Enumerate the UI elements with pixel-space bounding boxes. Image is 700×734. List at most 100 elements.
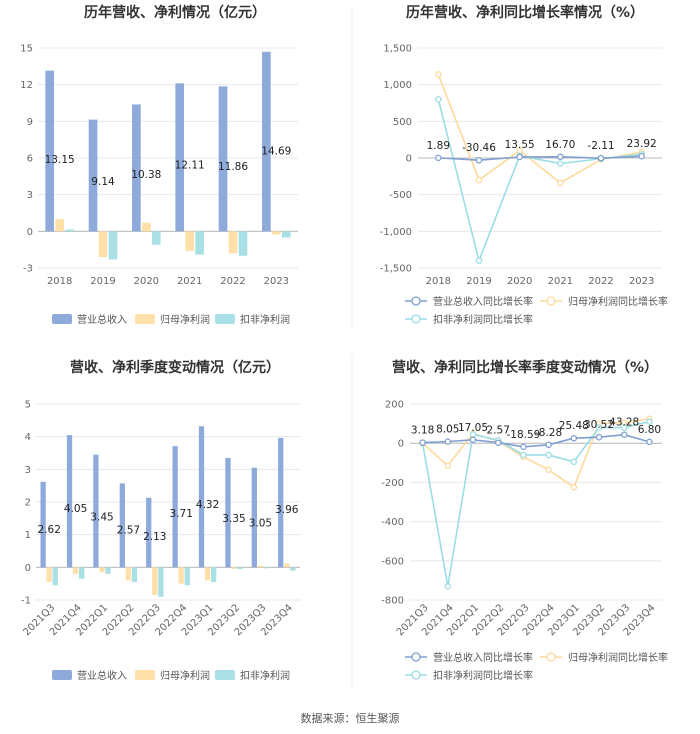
annual-bars-data-label: 12.11 xyxy=(175,160,205,172)
quarterly-bars-ytick-label: 4 xyxy=(25,432,31,443)
annual-bars-bar-deducted xyxy=(65,229,74,232)
annual-growth-point-deducted xyxy=(475,257,483,264)
quarterly-bars-bar-net-profit xyxy=(257,565,264,568)
quarterly-bars-data-label: 2.57 xyxy=(117,525,140,537)
annual-bars-category-label: 2023 xyxy=(264,276,289,287)
annual-growth-ytick-label: -1,500 xyxy=(380,264,412,275)
annual-growth-series-line-net-profit xyxy=(437,74,642,184)
quarterly-bars-bar-revenue xyxy=(40,481,46,568)
quarterly-bars-legend-label: 营业总收入 xyxy=(77,669,127,682)
quarterly-growth-data-label: 25.48 xyxy=(559,420,589,432)
annual-bars-bar-net-profit xyxy=(272,231,281,235)
annual-growth-rate-chart: 历年营收、净利同比增长率情况（%） -1,500 -1,000 -500 0 500 1,0… xyxy=(380,4,668,326)
annual-growth-point-net-profit xyxy=(475,176,483,184)
annual-growth-ytick-label: 1,500 xyxy=(383,44,412,55)
annual-bars-bar-revenue xyxy=(218,86,228,232)
source-note: 数据来源：恒生聚源 xyxy=(301,711,400,725)
quarterly-bars-bar-net-profit xyxy=(178,567,184,584)
quarterly-bars-bar-net-profit xyxy=(152,567,158,596)
annual-growth-title: 历年营收、净利同比增长率情况（%） xyxy=(406,4,644,21)
annual-growth-point-revenue xyxy=(475,156,483,164)
quarterly-growth-point-revenue xyxy=(494,439,502,446)
quarterly-growth-ytick-label: 0 xyxy=(398,439,404,450)
quarterly-bars-ytick-label: 0 xyxy=(25,563,31,574)
annual-growth-point-revenue xyxy=(557,153,564,161)
annual-growth-point-revenue xyxy=(435,154,442,162)
annual-bars-ytick-label: 12 xyxy=(20,80,33,91)
quarterly-bars-bar-revenue xyxy=(146,497,152,568)
quarterly-bars-bar-deducted xyxy=(211,567,217,583)
quarterly-growth-point-revenue xyxy=(646,438,653,446)
quarterly-growth-legend-marker xyxy=(546,652,556,662)
annual-bars-bar-revenue xyxy=(132,104,141,232)
quarterly-bars-bar-net-profit xyxy=(284,563,290,568)
annual-bars-data-label: 10.38 xyxy=(131,169,161,181)
quarterly-bars-bar-revenue xyxy=(93,454,99,568)
quarterly-bars-bar-deducted xyxy=(237,567,243,569)
annual-growth-legend-label: 归母净利润同比增长率 xyxy=(568,295,668,308)
annual-growth-ytick-label: 0 xyxy=(406,154,412,165)
quarterly-bars-bar-revenue xyxy=(198,426,205,568)
annual-bars-ytick-label: -3 xyxy=(23,264,33,275)
quarterly-growth-rate-chart: 营收、净利同比增长率季度变动情况（%） -800 -600 -400 -200 0 200 2… xyxy=(381,359,668,682)
quarterly-bars-ytick-label: 5 xyxy=(25,400,31,411)
quarterly-bars-bar-revenue xyxy=(225,457,231,568)
annual-bars-legend-swatch xyxy=(52,314,72,324)
annual-growth-ytick-label: 500 xyxy=(393,117,412,128)
quarterly-growth-data-label: 30.52 xyxy=(584,419,614,431)
quarterly-growth-point-net-profit xyxy=(545,466,552,473)
annual-growth-category-label: 2019 xyxy=(466,276,491,287)
quarterly-growth-legend-label: 营业总收入同比增长率 xyxy=(433,651,533,664)
quarterly-bars-ytick-label: 2 xyxy=(25,498,31,509)
annual-bars-bar-revenue xyxy=(45,70,55,232)
quarterly-growth-point-deducted xyxy=(646,418,653,425)
quarterly-bars-bar-deducted xyxy=(131,567,138,583)
annual-growth-point-revenue xyxy=(597,154,605,162)
annual-bars-legend-label: 扣非净利润 xyxy=(240,313,290,326)
quarterly-growth-point-revenue xyxy=(545,441,552,449)
annual-bars-data-label: 13.15 xyxy=(45,154,75,166)
quarterly-growth-point-revenue xyxy=(520,443,527,451)
quarterly-growth-data-label: 17.05 xyxy=(458,422,488,434)
quarterly-growth-legend-marker xyxy=(411,652,421,662)
annual-bars-bar-deducted xyxy=(195,231,204,255)
quarterly-growth-series-line-net-profit xyxy=(422,417,650,489)
quarterly-growth-point-deducted xyxy=(545,451,552,459)
quarterly-bars-bar-net-profit xyxy=(231,567,237,569)
quarterly-growth-data-label: 43.28 xyxy=(609,417,639,429)
quarterly-bars-bar-net-profit xyxy=(125,567,132,581)
annual-growth-legend-marker xyxy=(411,314,421,324)
annual-bars-category-label: 2021 xyxy=(177,276,202,287)
quarterly-growth-data-label: 8.05 xyxy=(436,424,459,436)
quarterly-growth-point-revenue xyxy=(620,431,628,438)
annual-bars-ytick-label: 0 xyxy=(27,227,33,238)
quarterly-growth-series-line-deducted xyxy=(421,420,650,587)
annual-bars-legend-label: 归母净利润 xyxy=(160,313,210,326)
quarterly-bars-bar-net-profit xyxy=(46,567,52,583)
annual-bars-legend-swatch xyxy=(215,314,235,324)
annual-bars-category-label: 2018 xyxy=(47,276,72,287)
quarterly-bars-bar-net-profit xyxy=(99,567,105,573)
annual-growth-point-net-profit xyxy=(435,71,442,78)
quarterly-bars-bar-revenue xyxy=(251,467,257,568)
quarterly-growth-ytick-label: 200 xyxy=(385,400,404,411)
annual-growth-point-net-profit xyxy=(557,179,564,187)
quarterly-bars-bar-revenue xyxy=(66,435,73,568)
annual-growth-data-label: 13.55 xyxy=(505,139,535,151)
annual-bars-legend-label: 营业总收入 xyxy=(77,313,127,326)
quarterly-growth-ytick-label: -800 xyxy=(381,596,404,607)
quarterly-bars-bar-deducted xyxy=(184,567,190,586)
annual-growth-data-label: 1.89 xyxy=(427,140,450,152)
quarterly-growth-point-deducted xyxy=(444,583,452,590)
quarterly-growth-title: 营收、净利同比增长率季度变动情况（%） xyxy=(392,359,658,376)
quarterly-bars-bar-deducted xyxy=(263,567,270,569)
annual-bars-bar-net-profit xyxy=(228,231,238,254)
annual-revenue-profit-chart: 历年营收、净利情况（亿元） -3 0 3 6 9 12 15 2018 2019 2020 2021 2… xyxy=(20,4,298,326)
annual-growth-legend-label: 营业总收入同比增长率 xyxy=(433,295,533,308)
quarterly-bars-bar-deducted xyxy=(52,567,58,586)
annual-growth-point-revenue xyxy=(638,152,645,160)
annual-bars-bar-deducted xyxy=(281,231,291,238)
quarterly-growth-ytick-label: -600 xyxy=(381,556,404,567)
